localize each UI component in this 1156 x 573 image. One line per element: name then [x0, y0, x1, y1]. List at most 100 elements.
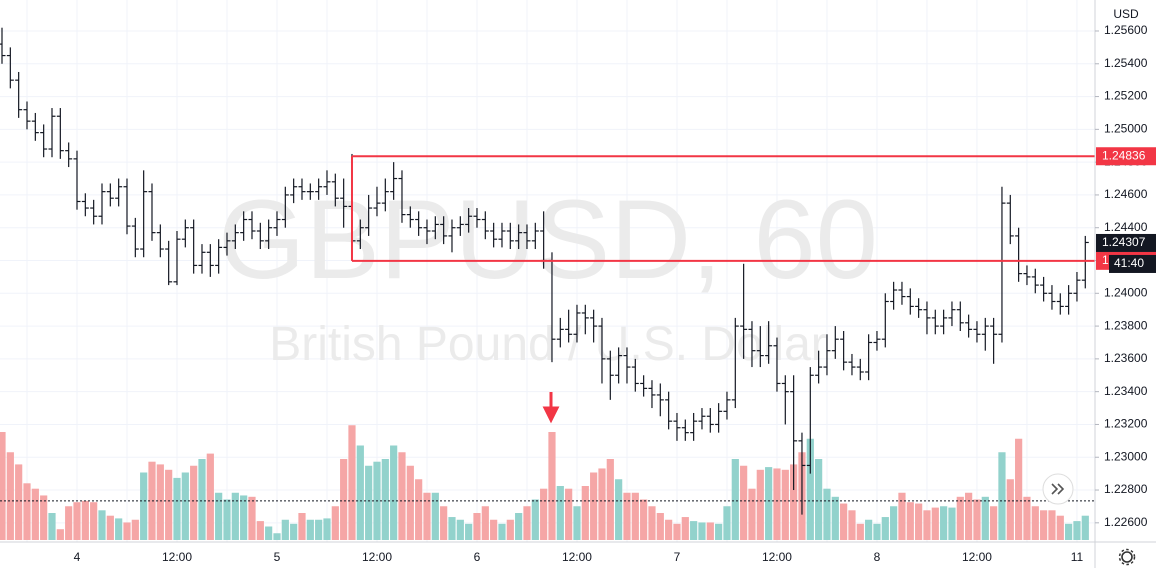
- volume-bar: [181, 472, 189, 540]
- last-price-bg: [1096, 233, 1156, 252]
- volume-bar: [448, 517, 456, 540]
- volume-bar: [198, 459, 206, 540]
- volume-bar: [23, 483, 31, 540]
- volume-bar: [848, 510, 856, 540]
- volume-bar: [398, 452, 406, 540]
- volume-bar: [6, 452, 14, 540]
- volume-bar: [140, 472, 148, 540]
- volume-bar: [631, 492, 639, 540]
- volume-bar: [1031, 506, 1039, 540]
- volume-bar: [73, 502, 81, 540]
- last-price-label: 1.24307: [1102, 235, 1146, 249]
- volume-bar: [698, 522, 706, 540]
- countdown-bg: [1109, 254, 1156, 273]
- pane: [0, 0, 1095, 542]
- y-tick-label: 1.25400: [1104, 56, 1148, 70]
- volume-bar: [331, 506, 339, 540]
- volume-bar: [965, 492, 973, 540]
- volume-bar: [590, 472, 598, 540]
- volume-bar: [473, 513, 481, 540]
- volume-bar: [665, 519, 673, 540]
- volume-bar: [948, 507, 956, 540]
- volume-bar: [498, 523, 506, 540]
- volume-bar: [598, 468, 606, 540]
- level-label-bg: [1096, 147, 1156, 166]
- volume-bar: [131, 519, 139, 540]
- volume-bar: [65, 506, 73, 540]
- volume-bar: [298, 513, 306, 540]
- volume-bar: [231, 492, 239, 540]
- volume-bar: [173, 477, 181, 540]
- volume-bar: [40, 495, 48, 540]
- volume-bar: [648, 506, 656, 540]
- x-tick-label: 4: [74, 550, 81, 564]
- volume-bar: [531, 499, 539, 540]
- volume-bar: [556, 486, 564, 540]
- volume-bar: [248, 496, 256, 540]
- x-tick-label: 8: [874, 550, 881, 564]
- volume-bar: [565, 488, 573, 540]
- arrow-annotation: [542, 392, 560, 424]
- volume-bar: [440, 506, 448, 540]
- y-tick-label: 1.23000: [1104, 449, 1148, 463]
- volume-bar: [515, 513, 523, 540]
- volume-bar: [273, 533, 281, 540]
- volume-bar: [990, 506, 998, 540]
- volume-bar: [715, 523, 723, 540]
- volume-bar: [923, 510, 931, 540]
- volume-bar: [90, 502, 98, 540]
- volume-bar: [831, 496, 839, 540]
- y-tick-label: 1.22800: [1104, 482, 1148, 496]
- volume-bar: [15, 464, 23, 540]
- volume-bar: [840, 503, 848, 540]
- volume-bar: [465, 523, 473, 540]
- volume-bar: [81, 500, 89, 540]
- volume-bar: [381, 459, 389, 540]
- volume-bar: [1048, 510, 1056, 540]
- volume-bar: [1023, 496, 1031, 540]
- settings-button[interactable]: [1118, 548, 1136, 566]
- volume-bar: [890, 506, 898, 540]
- volume-bar: [456, 519, 464, 540]
- volume-bar: [623, 492, 631, 540]
- volume-bar: [115, 518, 123, 540]
- volume-bar: [673, 523, 681, 540]
- volume-bar: [973, 499, 981, 540]
- volume-bar: [1040, 510, 1048, 540]
- volume-bar: [348, 425, 356, 540]
- volume-bar: [265, 526, 273, 540]
- volume-bar: [315, 519, 323, 540]
- volume-bar: [723, 506, 731, 540]
- volume-bar: [223, 499, 231, 540]
- y-tick-label: 1.25600: [1104, 23, 1148, 37]
- y-tick-label: 1.23200: [1104, 417, 1148, 431]
- y-tick-label: 1.23600: [1104, 351, 1148, 365]
- y-tick-label: 1.23800: [1104, 318, 1148, 332]
- volume-bar: [523, 506, 531, 540]
- x-tick-label: 12:00: [562, 550, 592, 564]
- volume-bar: [390, 445, 398, 540]
- volume-bar: [856, 523, 864, 540]
- volume-bar: [915, 503, 923, 540]
- volume-bar: [1065, 523, 1073, 540]
- volume-bar: [706, 522, 714, 540]
- currency-label: USD: [1113, 7, 1139, 21]
- scroll-button[interactable]: [1042, 473, 1074, 505]
- volume-bar: [956, 496, 964, 540]
- volume-bar: [290, 523, 298, 540]
- volume-bar: [423, 492, 431, 540]
- volume-bar: [31, 488, 39, 540]
- volume-bar: [148, 461, 156, 540]
- volume-bar: [981, 496, 989, 540]
- volume-bar: [615, 479, 623, 540]
- volume-bar: [156, 464, 164, 540]
- volume-bar: [581, 486, 589, 540]
- volume-bar: [823, 488, 831, 540]
- countdown-label: 41:40: [1114, 256, 1144, 270]
- volume-bar: [256, 521, 264, 540]
- volume-bar: [431, 492, 439, 540]
- volume-bar: [656, 513, 664, 540]
- volume-bar: [748, 488, 756, 540]
- volume-bar: [756, 469, 764, 540]
